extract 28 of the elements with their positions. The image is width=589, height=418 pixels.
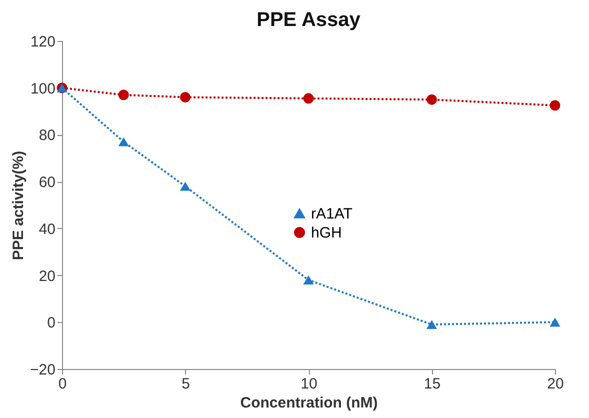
x-tick-label: 5 — [182, 376, 190, 392]
legend-label: hGH — [311, 224, 342, 242]
point — [118, 137, 129, 146]
point — [303, 275, 314, 285]
point — [426, 94, 437, 105]
x-tick-label: 0 — [58, 376, 67, 392]
chart-title: PPE Assay — [256, 9, 362, 31]
point — [180, 182, 190, 191]
x-axis-title: Concentration (nM) — [240, 394, 378, 412]
y-tick-label: 20 — [38, 268, 56, 285]
legend-label: rA1AT — [311, 206, 352, 222]
point — [550, 318, 560, 327]
y-tick-label: 100 — [30, 80, 56, 98]
x-tick-label: 10 — [300, 376, 318, 392]
y-tick-label: 60 — [38, 174, 56, 192]
point — [118, 90, 129, 100]
point — [303, 93, 314, 104]
y-tick-label: 0 — [47, 314, 56, 332]
point — [550, 100, 560, 111]
y-tick-label: 120 — [30, 34, 56, 50]
y-axis-title: PPE activity(%) — [10, 150, 28, 260]
y-tick-label: 40 — [38, 220, 56, 238]
y-tick-label: 80 — [38, 127, 56, 144]
x-tick-label: 15 — [424, 376, 441, 392]
point — [180, 92, 190, 102]
x-tick-label: 20 — [547, 376, 564, 392]
y-tick-label: −20 — [30, 362, 56, 378]
point — [426, 320, 437, 330]
